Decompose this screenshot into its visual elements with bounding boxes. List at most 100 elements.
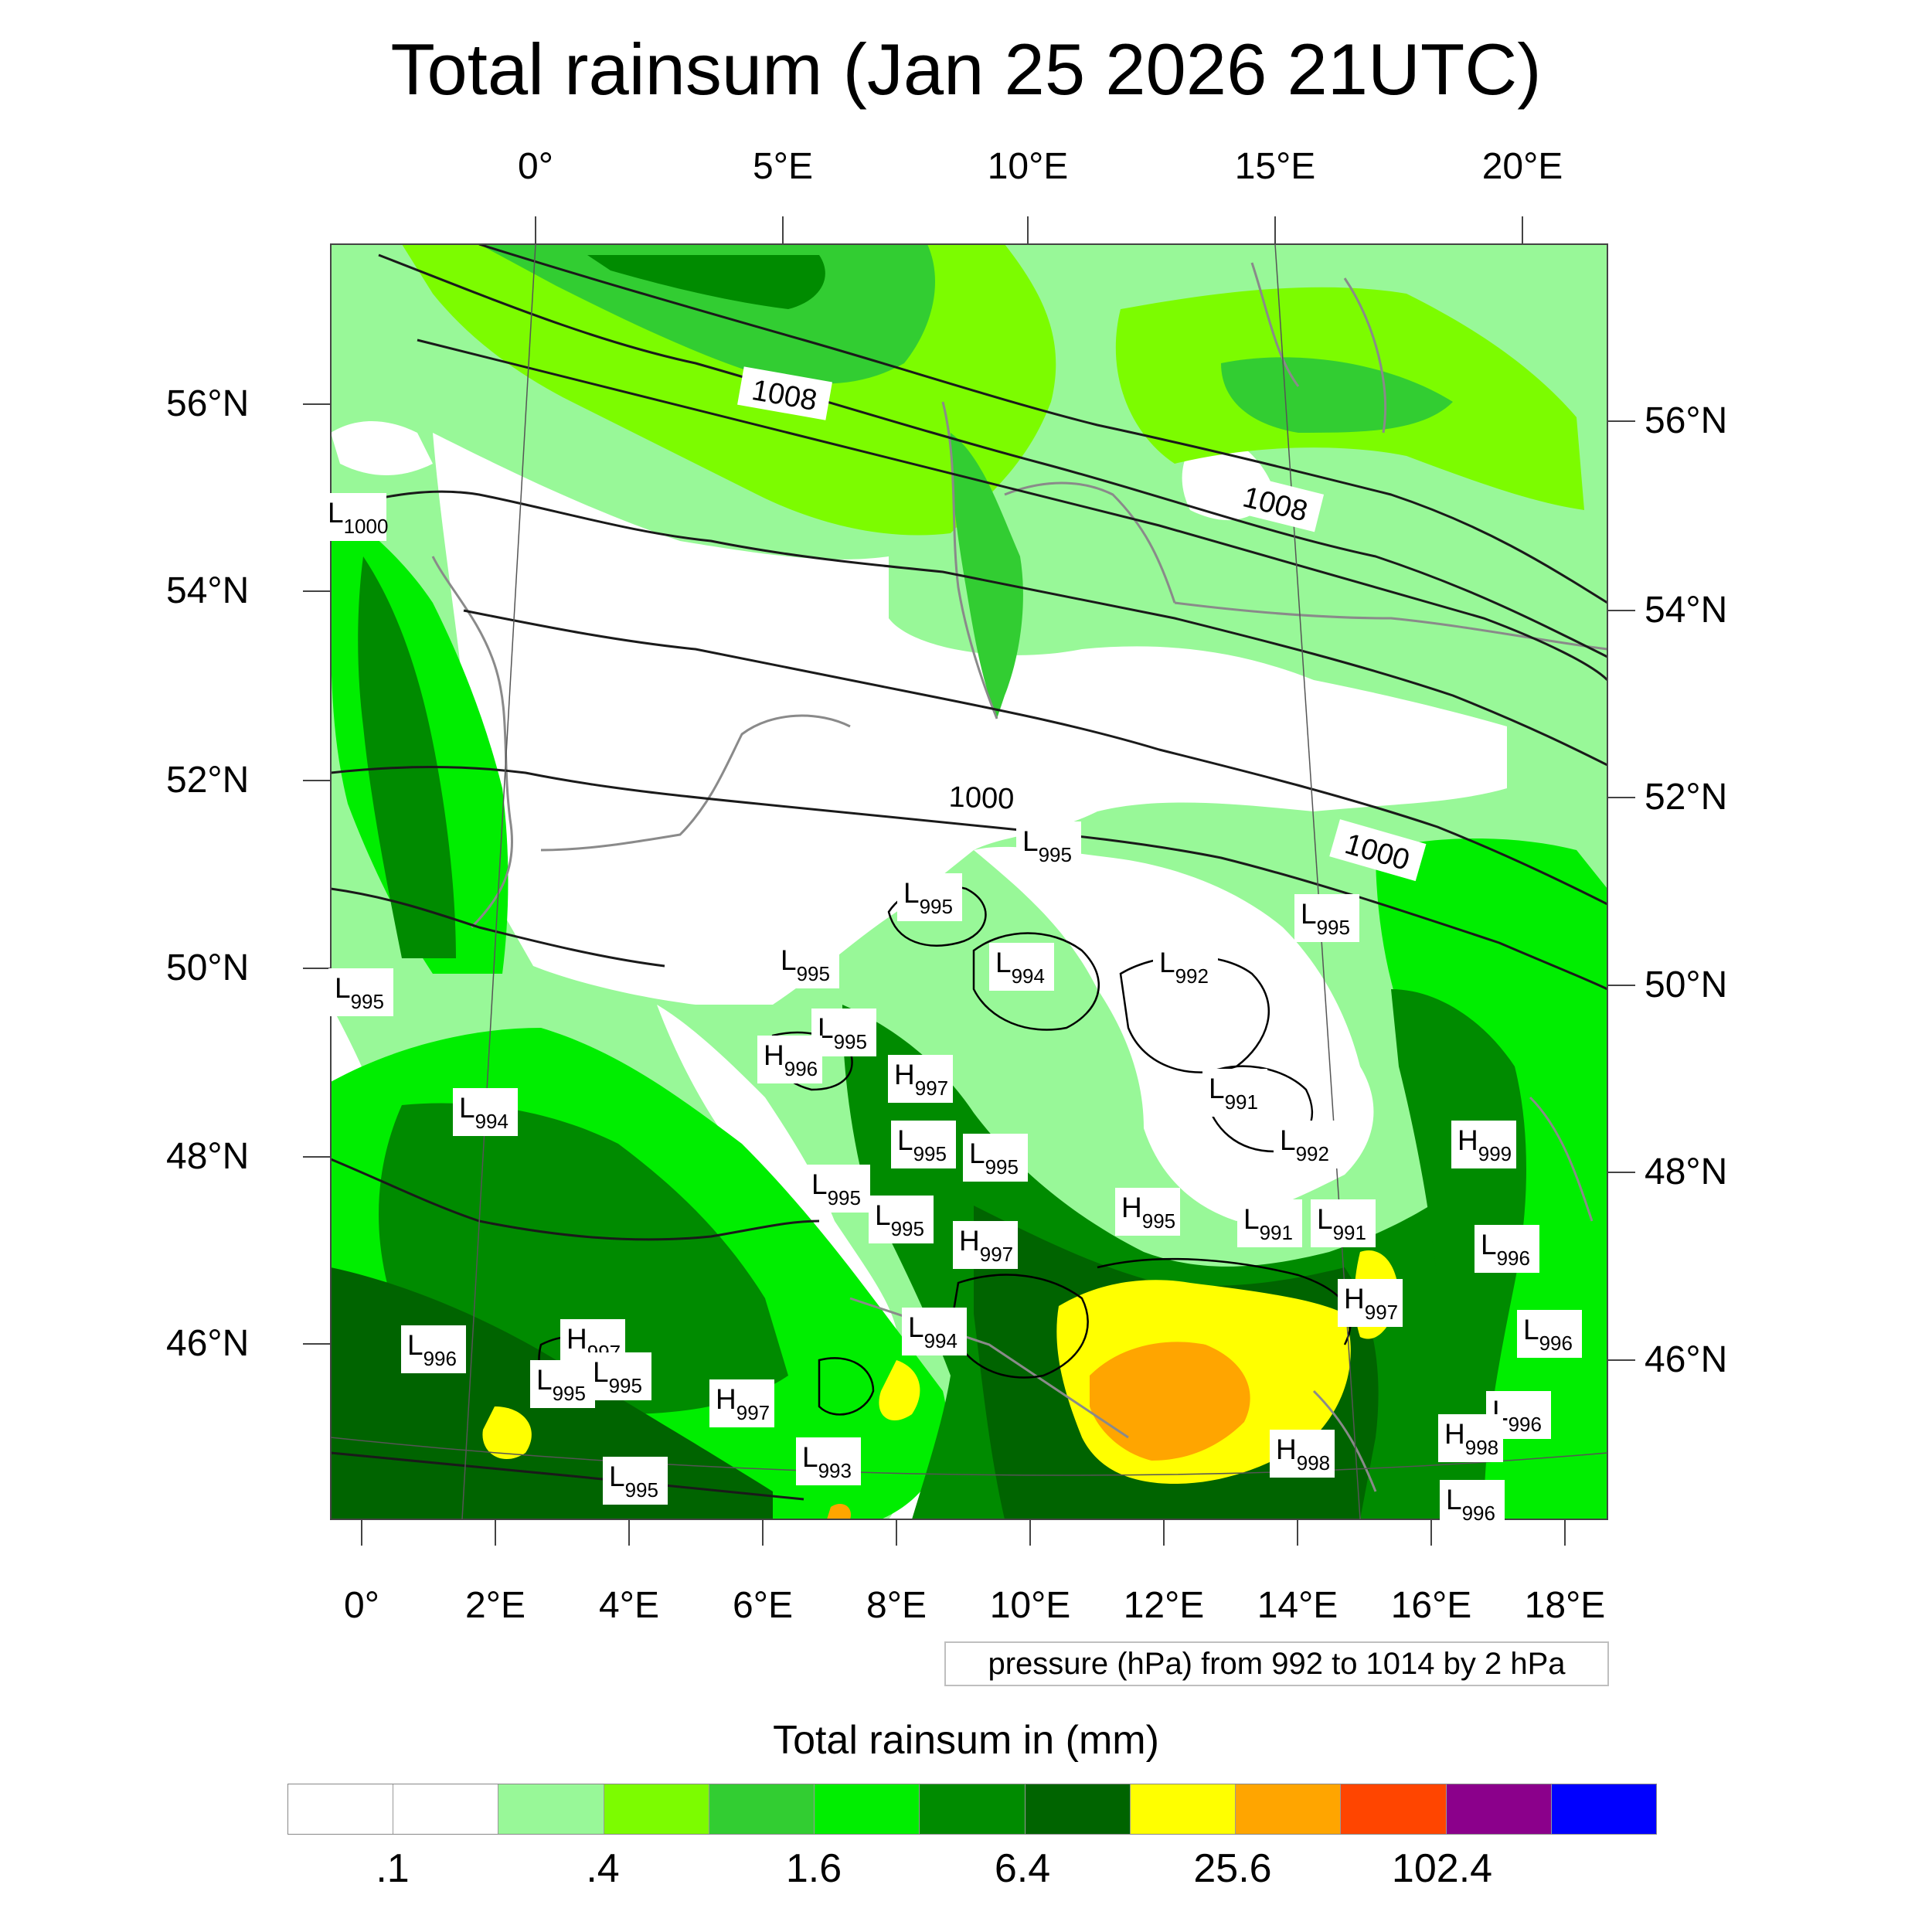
- bottom-lon-label: 8°E: [866, 1585, 927, 1626]
- low-pressure-label: L994: [902, 1308, 967, 1355]
- rain-band-ne-core: [1221, 357, 1453, 433]
- isobars: [331, 244, 1607, 1501]
- bottom-lon-label: 10°E: [989, 1585, 1071, 1626]
- low-pressure-label: L996: [401, 1325, 466, 1373]
- rain-band-north-core: [587, 255, 825, 309]
- rain-heavy-yellow-sw: [482, 1406, 532, 1460]
- bottom-lon-label: 12°E: [1123, 1585, 1205, 1626]
- colorbar-swatch: [1130, 1784, 1236, 1834]
- low-pressure-label: L995: [963, 1134, 1028, 1182]
- colorbar-swatch: [1446, 1784, 1552, 1834]
- right-lat-label: 46°N: [1645, 1339, 1728, 1380]
- map-frame: [330, 243, 1608, 1520]
- right-lat-label: 48°N: [1645, 1151, 1728, 1192]
- low-pressure-label: L995: [587, 1352, 651, 1400]
- colorbar-tick-label: 6.4: [994, 1846, 1051, 1891]
- rain-heavy-yellow-south: [879, 1360, 920, 1421]
- top-lon-label: 15°E: [1234, 146, 1316, 187]
- low-pressure-label: L1000: [321, 493, 388, 541]
- map-title: Total rainsum (Jan 25 2026 21UTC): [390, 29, 1542, 110]
- colorbar-tick-label: 102.4: [1391, 1846, 1493, 1891]
- high-pressure-label: H996: [757, 1036, 822, 1083]
- low-pressure-label: L995: [891, 1121, 956, 1168]
- low-pressure-label: L994: [989, 943, 1054, 991]
- top-lon-label: 5°E: [753, 146, 813, 187]
- colorbar-swatch: [1341, 1784, 1447, 1834]
- top-lon-label: 0°: [518, 146, 553, 187]
- right-lat-label: 56°N: [1645, 400, 1728, 441]
- dry-area-west: [331, 421, 433, 475]
- low-pressure-label: L992: [1153, 943, 1218, 991]
- low-pressure-label: L991: [1237, 1199, 1302, 1247]
- bottom-lon-label: 2°E: [465, 1585, 526, 1626]
- high-pressure-label: H995: [1115, 1188, 1180, 1236]
- colorbar-tick-label: 25.6: [1193, 1846, 1272, 1891]
- rain-heavy-orange-sw: [827, 1503, 851, 1519]
- bottom-lon-label: 18°E: [1524, 1585, 1606, 1626]
- pressure-legend-note: pressure (hPa) from 992 to 1014 by 2 hPa: [944, 1641, 1609, 1686]
- rain-heavy-orange: [1090, 1342, 1250, 1461]
- colorbar-swatch: [1236, 1784, 1342, 1834]
- svg-text:L996: L996: [1446, 1484, 1495, 1525]
- low-pressure-label: L995: [774, 940, 839, 988]
- colorbar-swatch: [604, 1784, 709, 1834]
- low-pressure-label: L995: [530, 1360, 595, 1408]
- right-lat-label: 52°N: [1645, 777, 1728, 818]
- low-pressure-label: L996: [1517, 1310, 1582, 1358]
- left-lat-label: 56°N: [166, 383, 250, 424]
- colorbar-title: Total rainsum in (mm): [773, 1718, 1159, 1763]
- low-pressure-label: L995: [328, 968, 393, 1016]
- colorbar: [287, 1784, 1657, 1835]
- colorbar-swatch: [1551, 1784, 1657, 1834]
- left-lat-label: 48°N: [166, 1136, 250, 1177]
- bottom-lon-label: 0°: [344, 1585, 379, 1626]
- low-pressure-label: L995: [869, 1196, 934, 1243]
- bottom-lon-label: 4°E: [599, 1585, 659, 1626]
- rain-band-danish: [951, 433, 1023, 719]
- high-pressure-label: H999: [1451, 1121, 1516, 1168]
- low-pressure-label: L991: [1311, 1199, 1376, 1247]
- colorbar-swatch: [920, 1784, 1026, 1834]
- low-pressure-label: L994: [453, 1088, 518, 1136]
- low-pressure-label: L995: [603, 1457, 668, 1505]
- svg-text:L995: L995: [609, 1461, 658, 1502]
- left-lat-label: 50°N: [166, 947, 250, 988]
- top-lon-label: 10°E: [987, 146, 1069, 187]
- left-lat-label: 54°N: [166, 570, 250, 611]
- bottom-lon-label: 6°E: [733, 1585, 793, 1626]
- colorbar-swatch: [1025, 1784, 1131, 1834]
- rain-field: [331, 244, 1607, 1519]
- bottom-lon-label: 16°E: [1390, 1585, 1472, 1626]
- low-pressure-label: L991: [1202, 1069, 1267, 1117]
- axis-ticks: [303, 216, 1635, 1546]
- svg-text:1000: 1000: [948, 781, 1015, 816]
- bottom-lon-label: 14°E: [1257, 1585, 1338, 1626]
- low-pressure-label: L996: [1440, 1480, 1505, 1528]
- colorbar-tick-label: .4: [586, 1846, 620, 1891]
- colorbar-tick-label: .1: [376, 1846, 410, 1891]
- colorbar-swatch: [498, 1784, 604, 1834]
- coastlines: [431, 262, 1607, 1492]
- high-pressure-label: H998: [1438, 1414, 1503, 1462]
- high-pressure-label: H997: [953, 1221, 1018, 1269]
- low-pressure-label: L996: [1475, 1225, 1539, 1273]
- low-pressure-label: L992: [1274, 1121, 1338, 1168]
- high-pressure-label: H997: [709, 1379, 774, 1427]
- low-pressure-label: L995: [1016, 821, 1081, 869]
- low-pressure-label: L995: [811, 1009, 876, 1056]
- colorbar-swatch: [288, 1784, 394, 1834]
- low-pressure-label: L995: [805, 1165, 870, 1213]
- high-pressure-label: H997: [1338, 1279, 1403, 1327]
- colorbar-swatch: [709, 1784, 815, 1834]
- rain-band-west-dark: [358, 556, 456, 958]
- low-pressure-label: L995: [897, 873, 962, 921]
- colorbar-swatch: [393, 1784, 499, 1834]
- low-pressure-label: L993: [796, 1437, 861, 1485]
- colorbar-tick-label: 1.6: [785, 1846, 842, 1891]
- left-lat-label: 52°N: [166, 760, 250, 801]
- dry-area-north: [433, 433, 1507, 1005]
- top-lon-label: 20°E: [1481, 146, 1563, 187]
- high-pressure-label: H998: [1270, 1430, 1335, 1478]
